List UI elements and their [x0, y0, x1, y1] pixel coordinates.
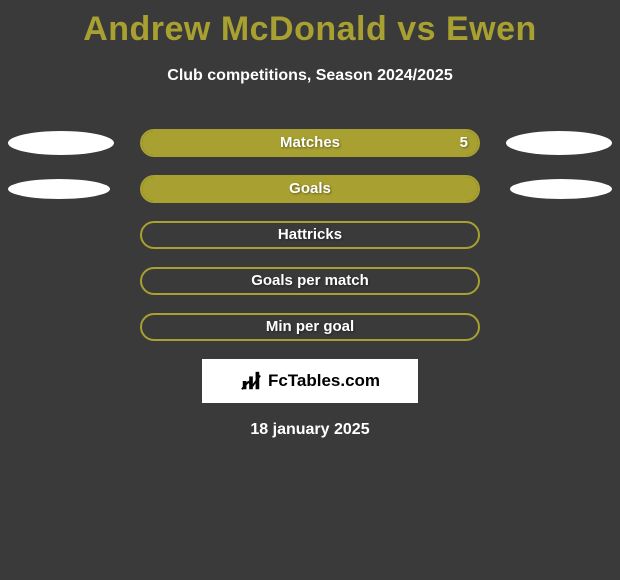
stat-bar-fill [142, 131, 478, 155]
left-ellipse [8, 179, 110, 199]
logo-box: FcTables.com [202, 359, 418, 403]
chart-icon [240, 370, 262, 392]
logo-text-bold: Fc [268, 371, 288, 390]
right-ellipse [510, 179, 612, 199]
stat-row: Min per goal [0, 313, 620, 341]
stat-bar [140, 267, 480, 295]
stat-row: Matches5 [0, 129, 620, 157]
left-ellipse [8, 131, 114, 155]
stat-row: Goals [0, 175, 620, 203]
stat-bar [140, 175, 480, 203]
stat-bar [140, 129, 480, 157]
logo-text-rest: Tables.com [288, 371, 380, 390]
date-text: 18 january 2025 [0, 421, 620, 439]
stat-rows: Matches5 Goals Hattricks Goals per match Min… [0, 129, 620, 341]
stat-row: Hattricks [0, 221, 620, 249]
subtitle: Club competitions, Season 2024/2025 [0, 67, 620, 85]
logo-text: FcTables.com [268, 371, 380, 391]
stat-row: Goals per match [0, 267, 620, 295]
stat-bar-fill [142, 177, 478, 201]
stat-bar [140, 313, 480, 341]
right-ellipse [506, 131, 612, 155]
stat-bar [140, 221, 480, 249]
page-title: Andrew McDonald vs Ewen [0, 0, 620, 49]
